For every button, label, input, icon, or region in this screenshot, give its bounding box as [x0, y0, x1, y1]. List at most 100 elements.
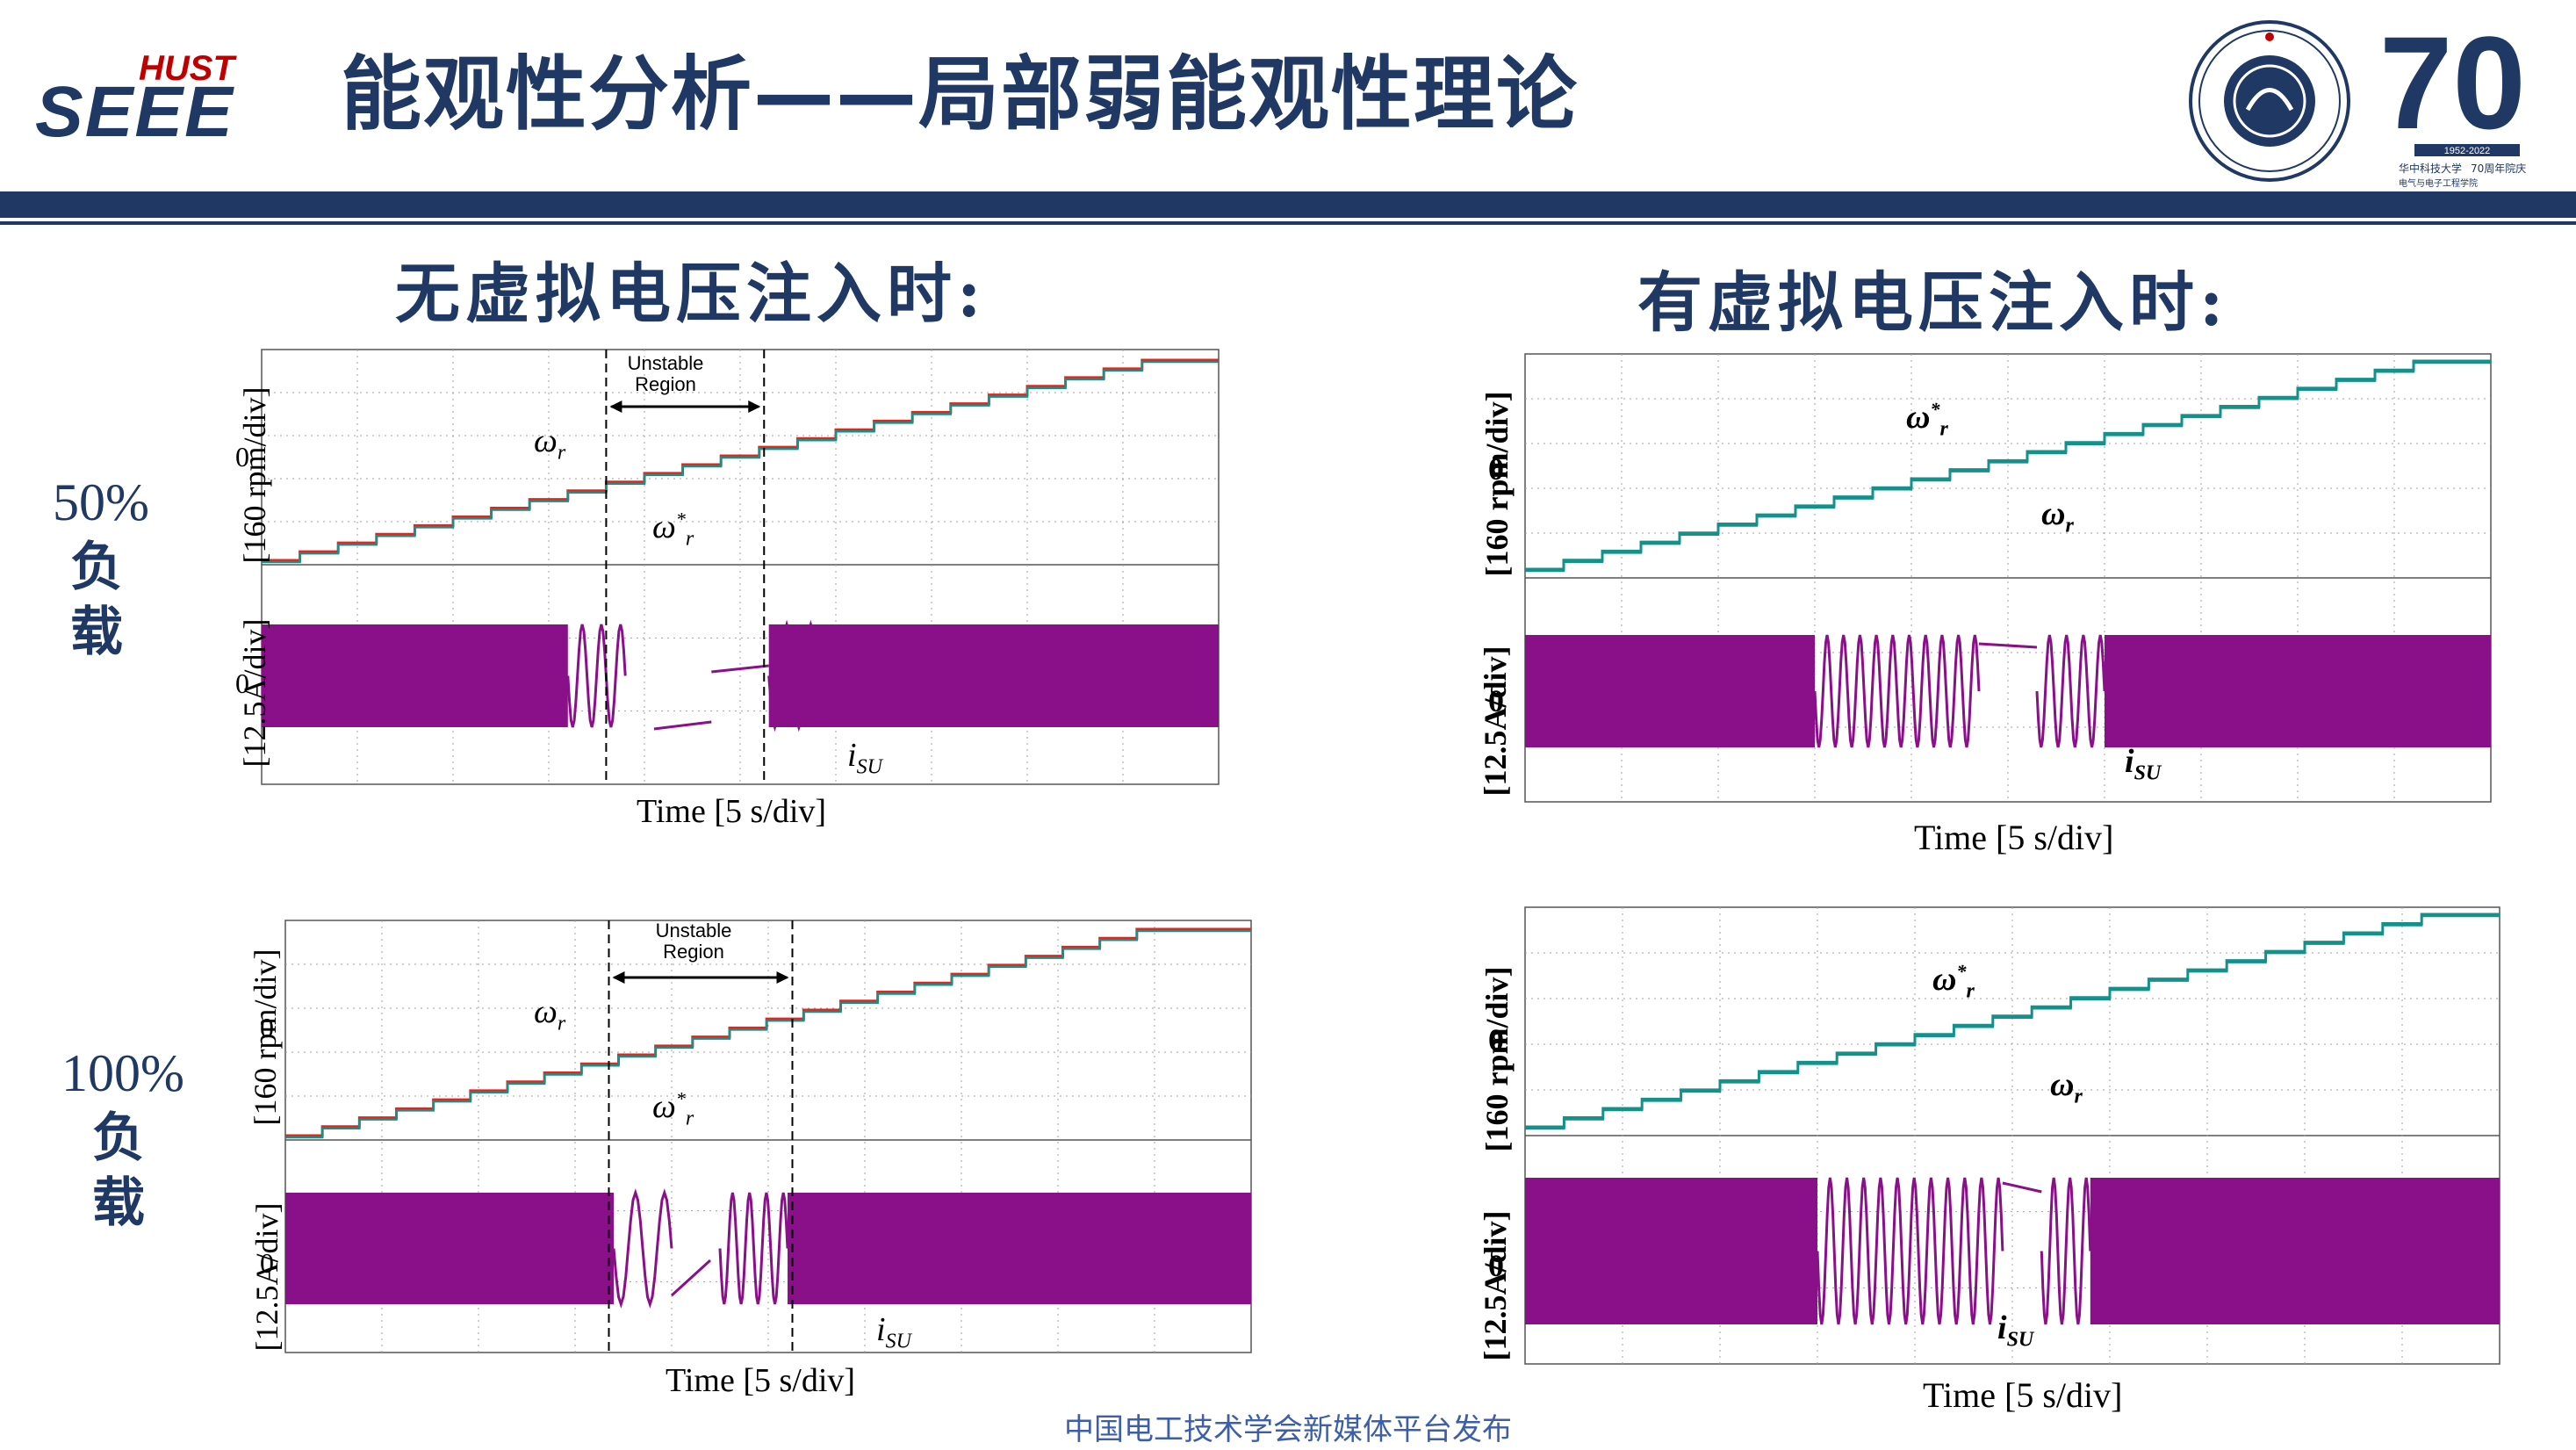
speed-zero-label: 0 [235, 441, 249, 473]
header-bar [0, 191, 2576, 218]
unstable-word: Unstable [655, 920, 732, 941]
current-oscillation [1813, 634, 1981, 748]
isu-label: iSU [2125, 742, 2161, 786]
current-axis-label: [12.5A/div] [1478, 646, 1513, 797]
region-word: Region [663, 941, 724, 963]
i-symbol: i [1997, 1309, 2007, 1346]
omega-symbol: ω [534, 993, 558, 1030]
star-superscript: * [675, 1087, 686, 1110]
unstable-region-label: Unstable Region [613, 353, 718, 395]
omega-symbol: ω [1932, 961, 1957, 998]
estimated-speed-trace [285, 929, 1251, 1139]
current-zero-label: 0 [235, 667, 249, 699]
time-axis-label: Time [5 s/div] [1923, 1375, 2123, 1415]
current-oscillation [566, 624, 627, 728]
time-axis-label: Time [5 s/div] [637, 793, 827, 830]
i-subscript: SU [2133, 761, 2162, 785]
omega-symbol: ω [2050, 1066, 2075, 1103]
estimated-speed-trace [1525, 361, 2491, 573]
isu-label: iSU [847, 736, 882, 780]
current-waveform-band [1525, 635, 1815, 747]
waveform-plot-c [1524, 353, 2492, 803]
load-label-50: 50% 负 载 [26, 470, 176, 665]
current-oscillation [767, 619, 818, 732]
omega-subscript: r [1966, 979, 1975, 1003]
omega-symbol: ω [1906, 399, 1931, 436]
current-zero-label: 0 [260, 1247, 274, 1279]
university-emblem [2189, 20, 2350, 182]
omega-r-label: ωr [534, 422, 565, 465]
i-subscript: SU [885, 1330, 911, 1353]
load-50-text: 负 载 [70, 537, 132, 663]
omega-subscript: r [685, 1107, 694, 1130]
unstable-word: Unstable [627, 352, 704, 374]
speed-zero-label: 0 [260, 1012, 274, 1043]
current-flat-segment [653, 720, 712, 731]
page-title: 能观性分析——局部弱能观性理论 [341, 47, 1579, 141]
omega-r-label: ωr [2050, 1065, 2083, 1109]
current-waveform-band [1525, 1178, 1817, 1324]
omega-subscript: r [557, 1012, 566, 1035]
omega-symbol: ω [652, 509, 676, 545]
current-flat-segment [1978, 642, 2038, 649]
left-column-title: 无虚拟电压注入时: [395, 256, 987, 332]
i-symbol: i [847, 737, 857, 774]
omega-subscript: r [2074, 1085, 2083, 1108]
isu-label: iSU [1997, 1309, 2033, 1353]
current-flat-segment [670, 1259, 712, 1297]
panel-with-injection-100-load: [160 rpm/div] [12.5A/div] 0 0 Time [5 s/… [1444, 900, 2524, 1427]
omega-r-label: ωr [534, 992, 565, 1036]
speed-axis-label: [160 rpm/div] [237, 386, 272, 564]
current-oscillation [2035, 634, 2106, 748]
omega-subscript: r [1939, 417, 1948, 441]
panel-with-injection-50-load: [160 rpm/div] [12.5A/div] 0 0 Time [5 s/… [1444, 347, 2507, 865]
hust-seee-logo: HUST SEEE [35, 49, 237, 145]
current-oscillation [612, 1188, 673, 1309]
i-subscript: SU [2006, 1328, 2034, 1352]
load-100-percent: 100% [61, 1044, 184, 1102]
logo-hust-text: HUST [139, 49, 237, 88]
anniv-line1: 华中科技大学 [2399, 162, 2462, 175]
omega-r-ref-label: ω*r [1932, 960, 1975, 1004]
star-superscript: * [675, 508, 686, 530]
omega-r-ref-label: ω*r [1906, 398, 1948, 442]
omega-symbol: ω [534, 422, 558, 459]
current-zero-label: 0 [1488, 1248, 1504, 1283]
anniv-years: 1952-2022 [2444, 146, 2491, 156]
load-label-100: 100% 负 载 [48, 1041, 198, 1236]
waveform-plot-b [284, 920, 1252, 1353]
arrow-head-right [776, 971, 789, 984]
logo-seee-text: SEEE [35, 72, 234, 145]
panel-no-injection-100-load: [160 rpm/div] [12.5A/div] 0 0 Time [5 s/… [202, 913, 1256, 1414]
anniv-line3: 电气与电子工程学院 [2399, 177, 2478, 189]
unstable-region-label: Unstable Region [641, 920, 746, 963]
time-axis-label: Time [5 s/div] [666, 1362, 856, 1399]
panel-no-injection-50-load: [160 rpm/div] [12.5A/div] 0 0 Time [5 s/… [202, 343, 1238, 834]
current-axis-label: [12.5A/div] [1478, 1210, 1513, 1361]
current-waveform-band [2090, 1178, 2500, 1324]
current-waveform-band [788, 1193, 1251, 1304]
reference-speed-trace [1525, 359, 2491, 571]
current-oscillation [1816, 1177, 2004, 1325]
omega-subscript: r [2065, 514, 2074, 537]
i-symbol: i [2125, 743, 2134, 780]
current-oscillation [718, 1192, 789, 1305]
reference-speed-trace [285, 927, 1251, 1137]
star-superscript: * [1930, 398, 1940, 421]
omega-r-ref-label: ω*r [652, 508, 694, 552]
arrow-head-left [609, 400, 622, 413]
star-superscript: * [1956, 960, 1967, 983]
current-zero-label: 0 [1488, 683, 1504, 718]
current-waveform-band [2105, 635, 2491, 747]
omega-symbol: ω [652, 1088, 676, 1125]
waveform-plot-d [1524, 906, 2500, 1365]
speed-zero-label: 0 [1488, 1022, 1504, 1057]
current-waveform-band [768, 624, 1219, 727]
anniversary-logo: 70 1952-2022 华中科技大学 70周年院庆 电气与电子工程学院 [2379, 16, 2526, 189]
arrow-head-left [612, 971, 625, 984]
header-underline [0, 221, 2576, 225]
speed-axis-label: [160 rpm/div] [1479, 966, 1515, 1152]
current-flat-segment [711, 664, 769, 674]
arrow-head-right [748, 400, 761, 413]
i-symbol: i [876, 1311, 886, 1348]
